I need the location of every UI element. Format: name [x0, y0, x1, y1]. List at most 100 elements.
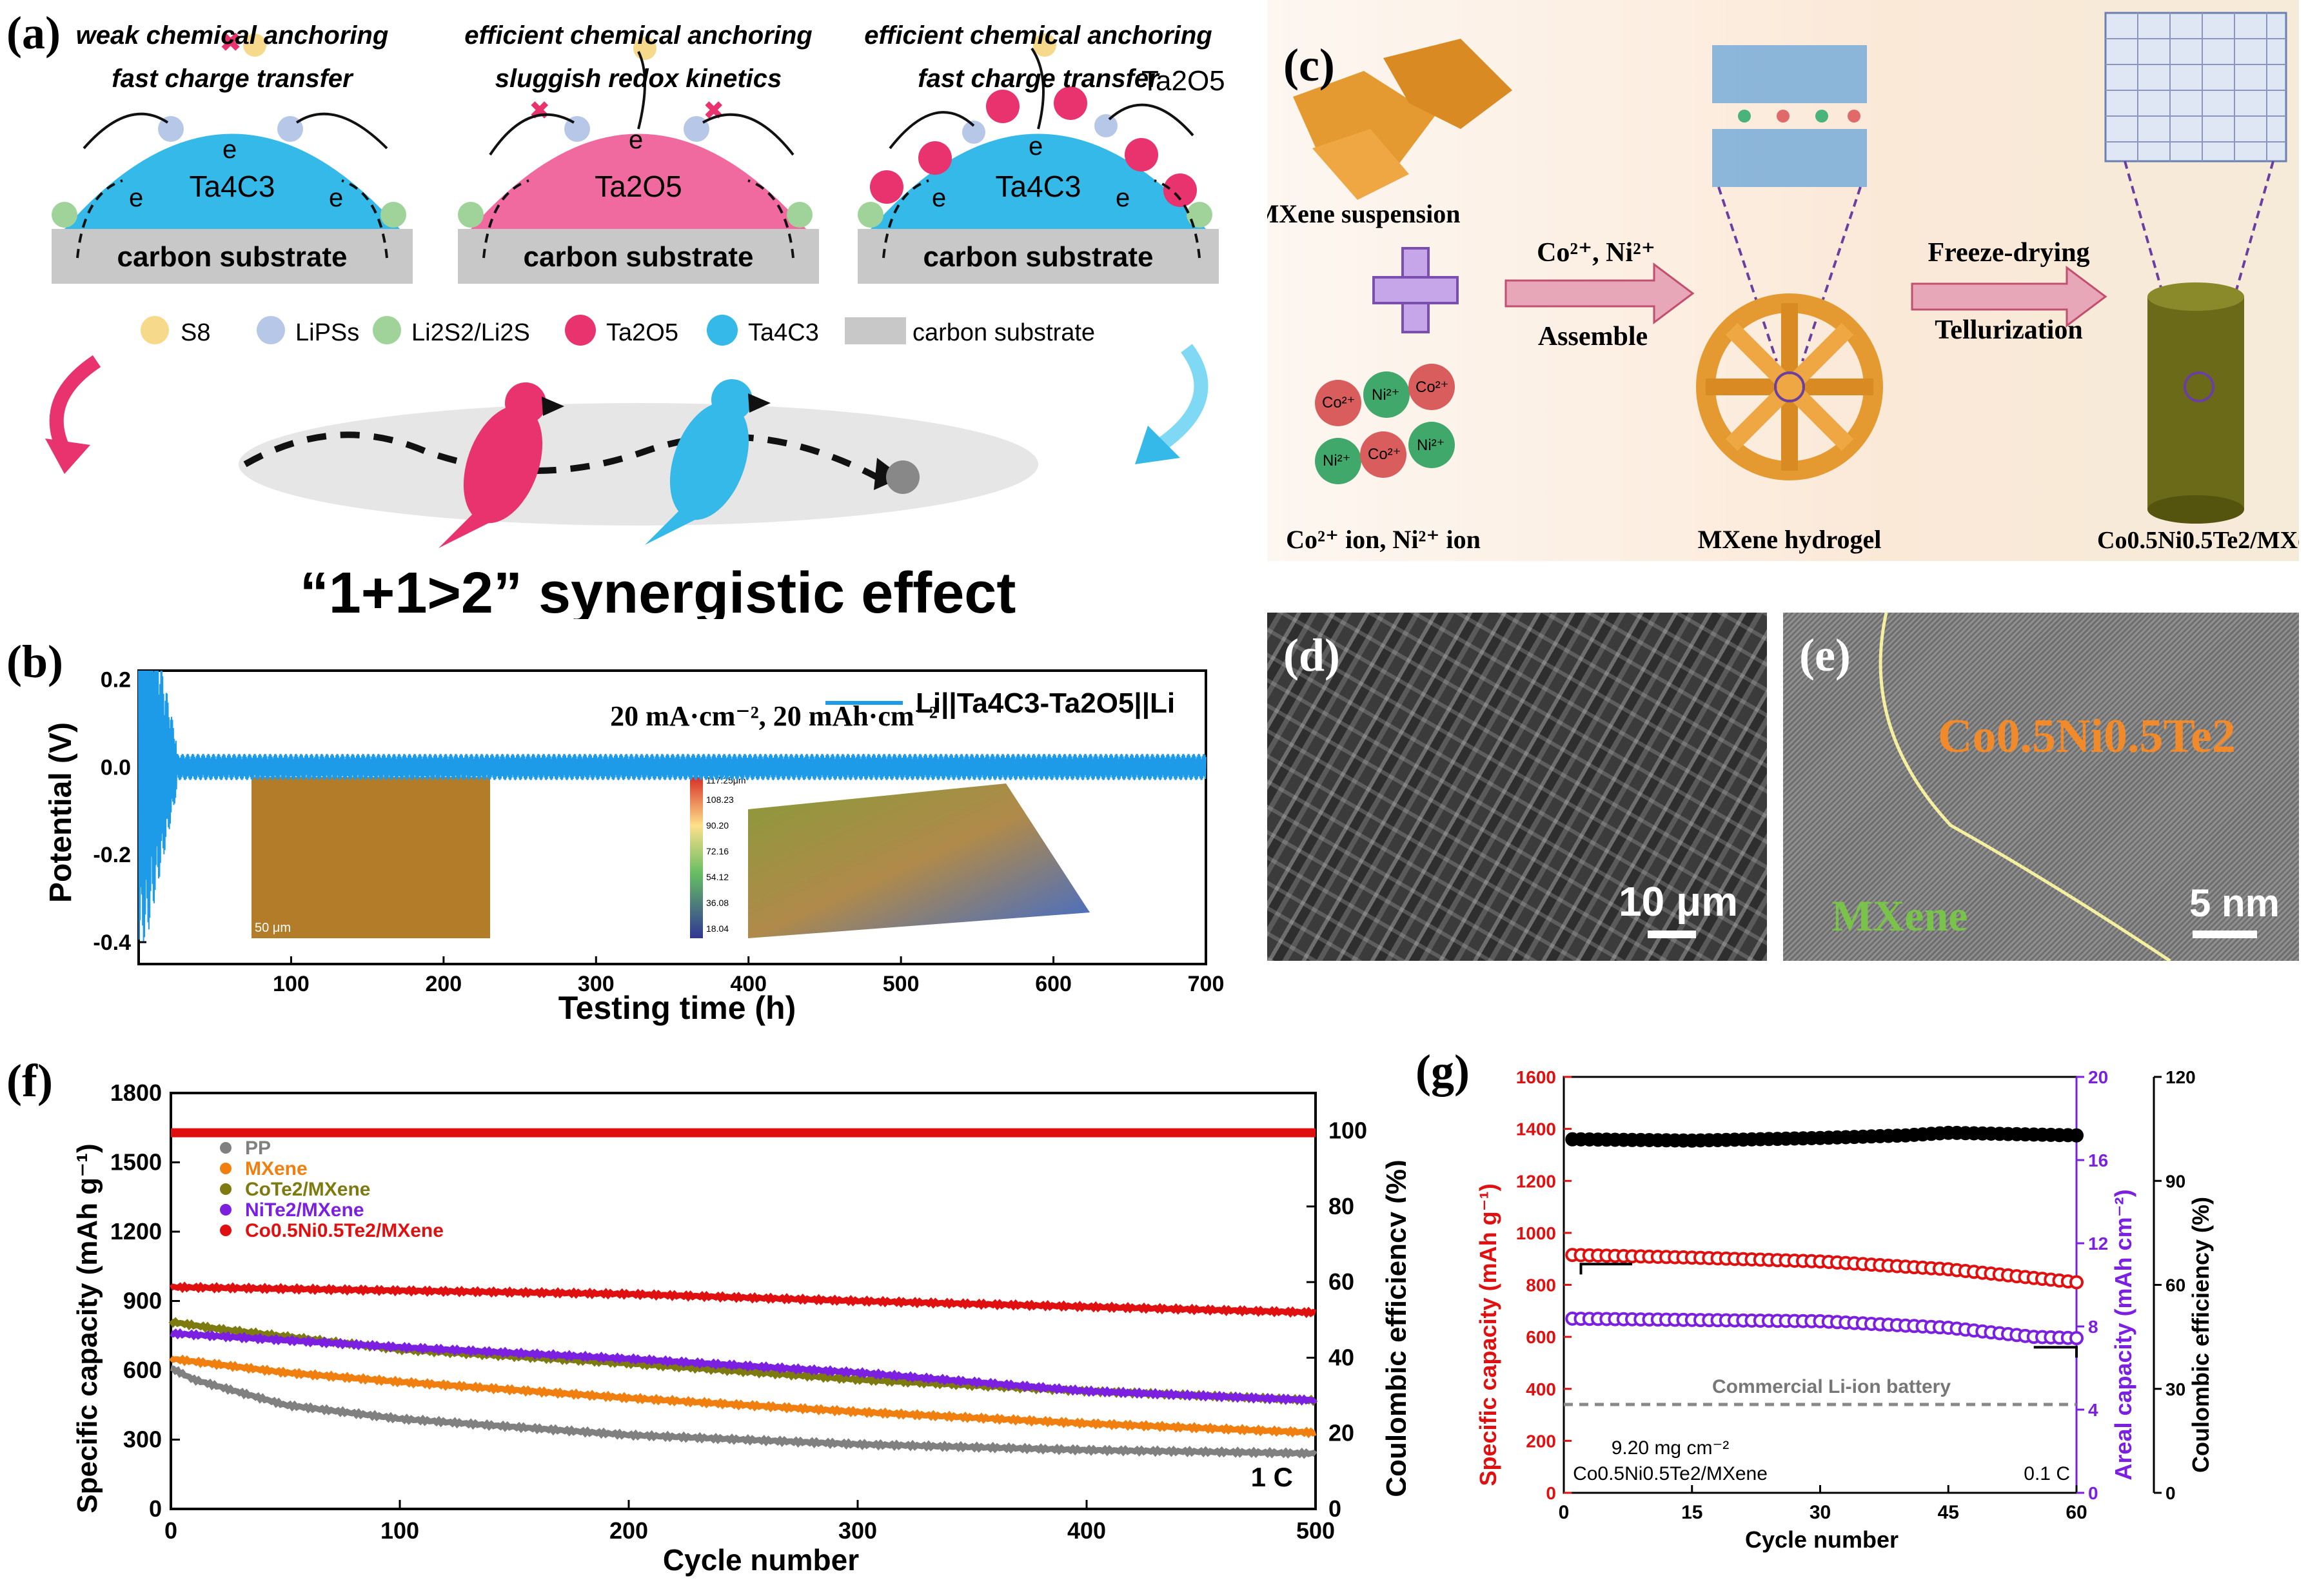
ion-label: Ni²⁺	[1323, 452, 1350, 469]
tem-mxene-label: MXene	[1831, 891, 1968, 940]
carbon-substrate-3	[858, 229, 1219, 284]
ta2o5-tag: Ta2O5	[1141, 65, 1225, 97]
scheme-2-caption-1: efficient chemical anchoring	[464, 21, 812, 50]
y-tick-label: 600	[123, 1357, 162, 1383]
svg-text:✖: ✖	[529, 97, 551, 125]
product-label: Co0.5Ni0.5Te2/MXene	[2097, 527, 2299, 554]
panel-a: ✖ ✖ ✖ weak chemical anchoring fast charge…	[0, 0, 1264, 626]
dome-label-1: Ta4C3	[190, 170, 275, 203]
y2-tick-label: 40	[1328, 1344, 1354, 1370]
assemble-arrow	[1504, 262, 1695, 324]
mxene-crystal-structure	[1712, 45, 1867, 187]
panel-label-b: (b)	[6, 636, 63, 687]
chart-f-ylabel: Specific capacity (mAh g⁻¹)	[72, 1143, 103, 1513]
x-tick-label: 300	[838, 1517, 877, 1544]
x-tick-label: 45	[1938, 1502, 1959, 1523]
ta4c3-dome-1	[64, 133, 400, 229]
legend-label: CoTe2/MXene	[245, 1179, 371, 1200]
colorbar-tick: 18.04	[706, 923, 729, 934]
legend-label: NiTe2/MXene	[245, 1199, 364, 1221]
colorbar-tick: 36.08	[706, 898, 729, 908]
product-crystal-structure	[2104, 12, 2287, 163]
legend-marker	[220, 1225, 232, 1236]
legend-marker	[220, 1183, 232, 1195]
x-tick-label: 500	[1296, 1517, 1335, 1544]
y-tick-label: 900	[123, 1288, 162, 1314]
synergy-stage	[239, 403, 1038, 526]
panel-c-schematic: MXene suspension Co²⁺ Ni²⁺ Co²⁺ Ni²⁺ Co²…	[1255, 12, 2308, 554]
x-tick-label: 300	[578, 972, 615, 996]
mxene-flakes-icon	[1293, 39, 1512, 200]
ion-label: Co²⁺	[1322, 394, 1355, 411]
surface-3d-inset	[748, 783, 1090, 938]
scale-bar-d	[1648, 931, 1696, 938]
scheme-1-caption-2: fast charge transfer	[112, 64, 354, 93]
colorbar	[690, 777, 703, 938]
y2-tick-label: 60	[1328, 1268, 1354, 1295]
x-tick-label: 400	[1067, 1517, 1106, 1544]
x-tick-label: 700	[1188, 972, 1225, 996]
ion-label-caption: Co²⁺ ion, Ni²⁺ ion	[1286, 525, 1481, 554]
voltage-profile-chart: 20 mA·cm⁻², 20 mAh·cm⁻² Li||Ta4C3-Ta2O5|…	[44, 668, 1225, 1026]
chart-b-title: 20 mA·cm⁻², 20 mAh·cm⁻²	[610, 700, 938, 732]
x-tick-label: 15	[1681, 1502, 1702, 1523]
y-tick-label: 800	[1526, 1276, 1556, 1296]
chart-g-reference: Commercial Li-ion battery	[1712, 1376, 1951, 1397]
legend-s8: S8	[181, 319, 210, 346]
y-tick-label: 0	[149, 1495, 162, 1522]
y3-tick-label: 120	[2165, 1067, 2196, 1087]
electron-label: e	[129, 184, 143, 212]
y2-tick-label: 12	[2088, 1234, 2108, 1254]
legend-lipss: LiPSs	[295, 319, 359, 346]
y-tick-label: -0.4	[93, 931, 131, 955]
chart-b-xlabel: Testing time (h)	[558, 990, 796, 1026]
pink-bird-icon	[439, 382, 564, 548]
scheme-3-caption-1: efficient chemical anchoring	[864, 21, 1212, 50]
y2-tick-label: 16	[2088, 1150, 2108, 1170]
electron-label: e	[1029, 132, 1043, 161]
panel-e: Co0.5Ni0.5Te2 MXene 5 nm	[1783, 613, 2299, 961]
y-tick-label: -0.2	[93, 843, 131, 867]
scheme-2-caption-2: sluggish redox kinetics	[495, 64, 782, 93]
synergy-title: “1+1>2” synergistic effect	[300, 561, 1016, 619]
product-cylinder-icon	[2147, 282, 2244, 524]
x-tick-label: 400	[730, 972, 767, 996]
dome-label-3: Ta4C3	[996, 170, 1081, 203]
series-line-3	[170, 1328, 1317, 1406]
colorbar-tick: 54.12	[706, 872, 729, 882]
electron-label: e	[932, 184, 946, 212]
x-tick-label: 60	[2066, 1502, 2087, 1523]
ion-spheres: Co²⁺ Ni²⁺ Co²⁺ Ni²⁺ Co²⁺ Ni²⁺	[1315, 364, 1455, 484]
phase-boundary	[1879, 613, 2171, 961]
y-tick-label: 1000	[1516, 1223, 1556, 1243]
hydrogel-label: MXene hydrogel	[1698, 525, 1882, 554]
y2-tick-label: 80	[1328, 1193, 1354, 1219]
right-curved-arrow	[1156, 344, 1208, 451]
voltage-series-line	[138, 670, 1207, 941]
y-tick-label: 0.2	[101, 668, 131, 693]
x-tick-label: 0	[1559, 1502, 1570, 1523]
ion-label: Ni²⁺	[1417, 437, 1445, 454]
tem-material-label: Co0.5Ni0.5Te2	[1938, 710, 2236, 763]
panel-label-c: (c)	[1283, 39, 1335, 91]
left-curved-arrow	[49, 355, 101, 455]
panel-c: MXene suspension Co²⁺ Ni²⁺ Co²⁺ Ni²⁺ Co²…	[1255, 0, 2308, 561]
arrow1-top-label: Co²⁺, Ni²⁺	[1537, 238, 1655, 268]
chart-g-xlabel: Cycle number	[1745, 1526, 1899, 1553]
right-axis-arrow	[2033, 1346, 2078, 1358]
chart-g-y3label: Coulombic efficiency (%)	[2187, 1197, 2214, 1473]
ta2o5-dome	[471, 133, 806, 229]
x-tick-label: 100	[273, 972, 310, 996]
panel-f: Specific capacity (mAh g⁻¹) Coulombic ef…	[0, 1058, 1412, 1593]
y3-tick-label: 30	[2165, 1379, 2185, 1399]
point-1	[2069, 1275, 2084, 1290]
inset-scale-label: 50 μm	[255, 921, 291, 935]
x-tick-label: 0	[164, 1517, 177, 1544]
y2-tick-label: 8	[2088, 1317, 2098, 1337]
block-mark-1: ✖	[219, 27, 242, 57]
substrate-label-2: carbon substrate	[524, 241, 754, 273]
dome-label-2: Ta2O5	[595, 170, 682, 203]
scale-bar-e-label: 5 nm	[2189, 882, 2280, 925]
y2-tick-label: 20	[1328, 1420, 1354, 1446]
blue-bird-icon	[645, 379, 771, 545]
